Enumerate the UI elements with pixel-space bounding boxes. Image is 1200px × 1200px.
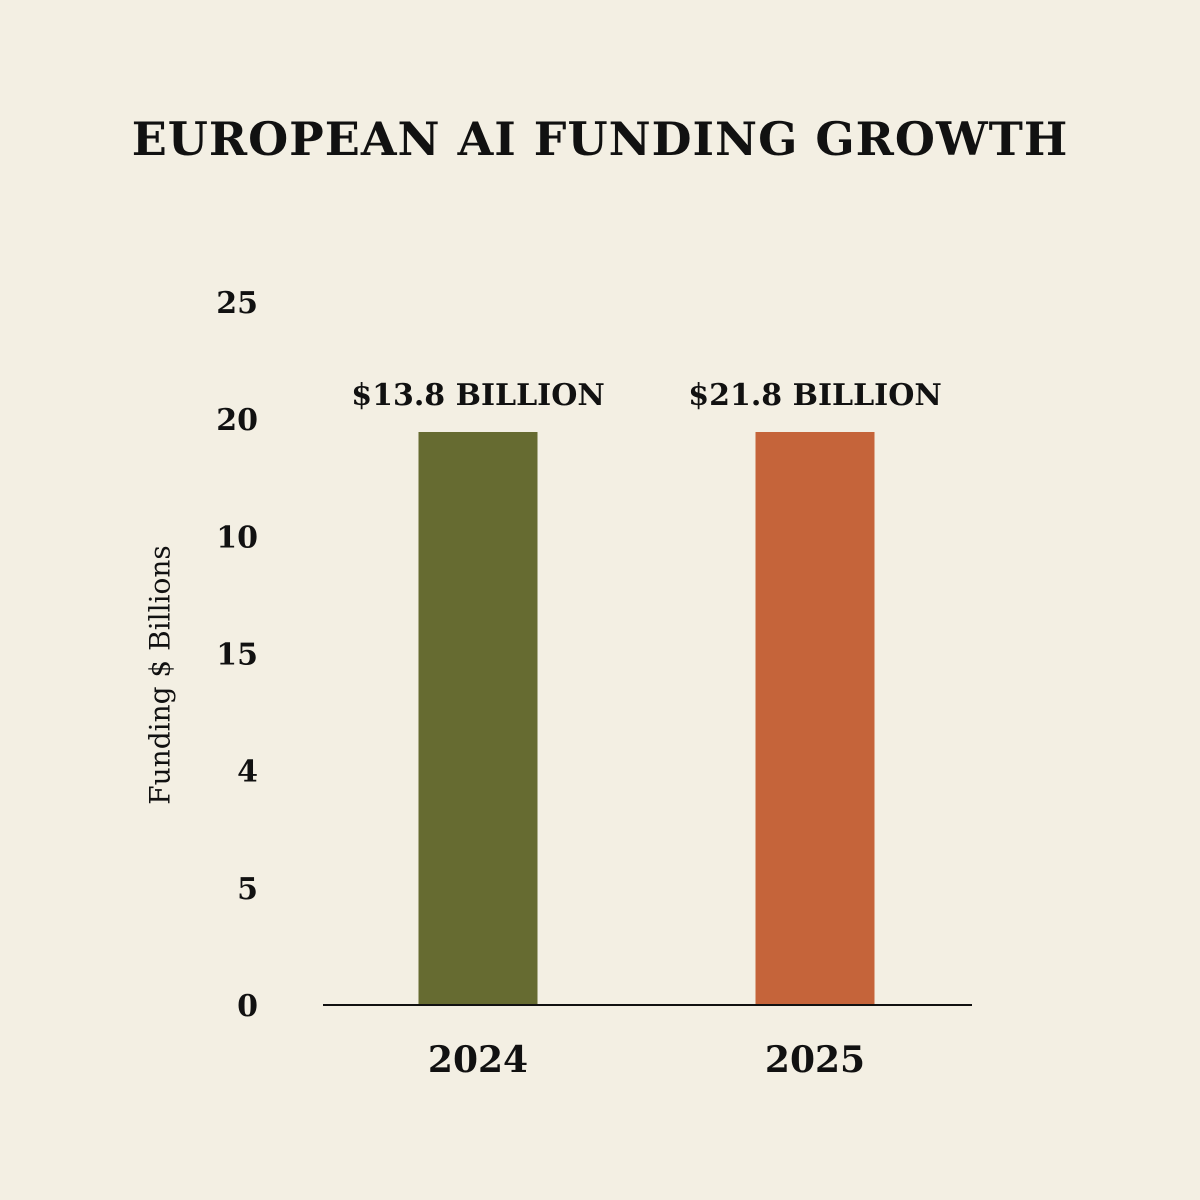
x-tick-label-2025: 2025 bbox=[765, 1039, 865, 1081]
bars bbox=[418, 432, 875, 1005]
bar-2025 bbox=[755, 432, 875, 1005]
x-tick-labels: 2024 2025 bbox=[428, 1039, 865, 1081]
y-tick-label: 4 bbox=[237, 755, 258, 790]
data-labels: $13.8 BILLION $21.8 BILLION bbox=[351, 378, 942, 413]
x-tick-label-2024: 2024 bbox=[428, 1039, 528, 1081]
y-tick-label: 5 bbox=[237, 872, 258, 907]
chart-title: EUROPEAN AI FUNDING GROWTH bbox=[131, 112, 1069, 166]
y-tick-label: 10 bbox=[216, 520, 258, 555]
bar-2024 bbox=[418, 432, 538, 1005]
data-label-2024: $13.8 BILLION bbox=[351, 378, 605, 413]
y-tick-label: 25 bbox=[216, 286, 258, 321]
data-label-2025: $21.8 BILLION bbox=[688, 378, 942, 413]
y-tick-label: 20 bbox=[216, 403, 258, 438]
y-tick-labels: 25 20 10 15 4 5 0 bbox=[216, 286, 258, 1024]
y-tick-label: 0 bbox=[237, 989, 258, 1024]
y-tick-label: 15 bbox=[216, 638, 258, 673]
